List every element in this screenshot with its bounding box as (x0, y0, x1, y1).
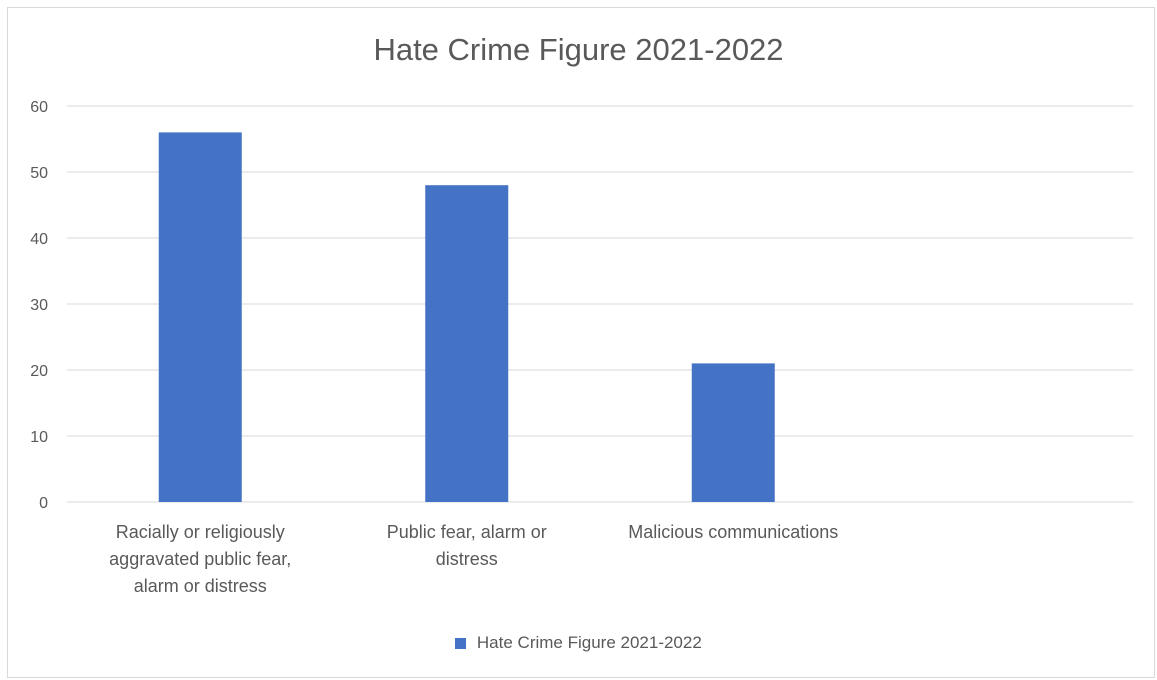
legend-label: Hate Crime Figure 2021-2022 (476, 633, 702, 652)
y-tick-label: 50 (30, 165, 48, 182)
y-tick-label: 60 (30, 99, 48, 116)
bar (425, 185, 509, 502)
legend-swatch (455, 638, 467, 649)
x-tick-label: Public fear, alarm or distress (387, 522, 547, 569)
y-tick-label: 40 (30, 231, 48, 248)
y-tick-label: 30 (30, 297, 48, 314)
legend: Hate Crime Figure 2021-2022 (0, 633, 1157, 653)
chart-title: Hate Crime Figure 2021-2022 (373, 32, 784, 67)
y-axis-ticks: 0 10 20 30 40 50 60 (30, 99, 48, 512)
bars (158, 132, 775, 502)
x-axis-labels: Racially or religiously aggravated public… (109, 522, 838, 596)
x-tick-label: Malicious communications (628, 522, 838, 542)
y-tick-label: 10 (30, 429, 48, 446)
bar (158, 132, 242, 502)
bar (691, 363, 775, 502)
y-tick-label: 20 (30, 363, 48, 380)
x-tick-label: Racially or religiously aggravated public… (109, 522, 291, 596)
gridlines (67, 105, 1133, 503)
y-tick-label: 0 (39, 495, 48, 512)
